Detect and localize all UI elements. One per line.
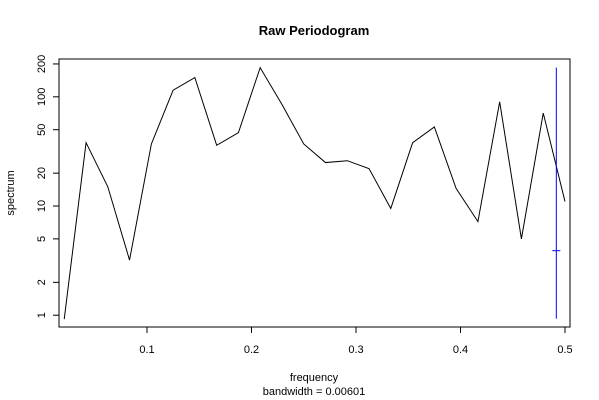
x-tick-label: 0.4 (453, 344, 468, 356)
y-tick-label: 1 (36, 312, 48, 318)
bandwidth-label: bandwidth = 0.00601 (263, 386, 365, 398)
x-tick-label: 0.3 (348, 344, 363, 356)
y-tick-label: 20 (36, 167, 48, 179)
plot-frame (59, 59, 570, 327)
y-tick-label: 2 (36, 279, 48, 285)
x-axis: 0.1 0.2 0.3 0.4 0.5 (139, 327, 572, 356)
confidence-interval (552, 68, 560, 319)
x-axis-label: frequency (290, 372, 339, 384)
y-axis: 1 2 5 10 20 50 100 200 (36, 55, 59, 319)
series-layer (64, 68, 565, 320)
x-tick-label: 0.5 (557, 344, 572, 356)
y-tick-label: 200 (36, 55, 48, 73)
y-tick-label: 50 (36, 124, 48, 136)
spectrum-series-line (64, 68, 565, 320)
y-tick-label: 100 (36, 88, 48, 106)
x-tick-label: 0.1 (139, 344, 154, 356)
y-axis-label: spectrum (5, 170, 17, 215)
y-tick-label: 10 (36, 200, 48, 212)
y-tick-label: 5 (36, 236, 48, 242)
x-tick-label: 0.2 (244, 344, 259, 356)
chart-title: Raw Periodogram (259, 23, 370, 38)
